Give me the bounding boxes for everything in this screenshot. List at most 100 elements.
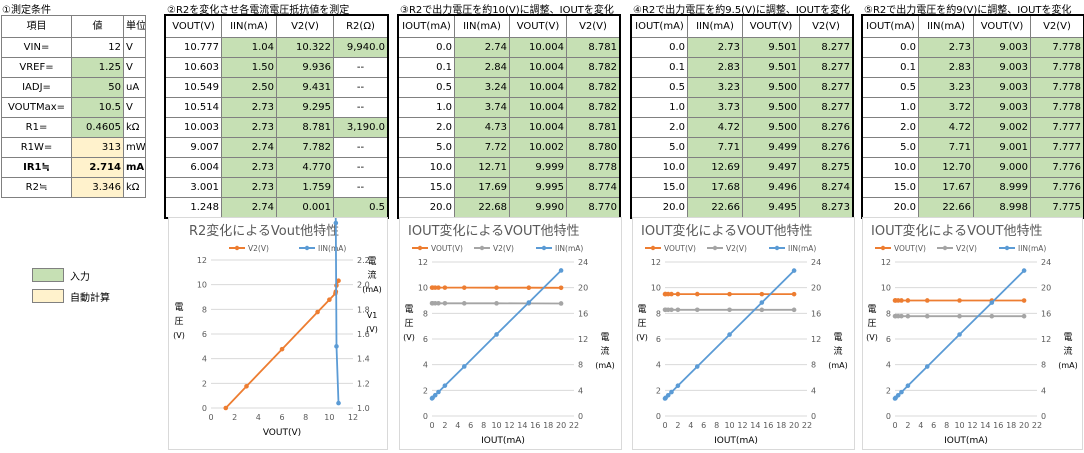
- table-cell[interactable]: 9.002: [973, 117, 1031, 138]
- table-cell[interactable]: 8.277: [799, 97, 853, 118]
- table-cell[interactable]: 10.777: [165, 37, 222, 58]
- column-header[interactable]: VOUT(V): [509, 15, 567, 38]
- table-cell[interactable]: 9.003: [973, 57, 1031, 78]
- column-header[interactable]: V2(V): [799, 15, 853, 38]
- table-cell[interactable]: 4.770: [276, 157, 334, 178]
- table-cell[interactable]: 9.431: [276, 77, 334, 98]
- table-cell[interactable]: --: [333, 77, 388, 98]
- table-cell[interactable]: 8.781: [566, 37, 620, 58]
- table-cell[interactable]: 3.73: [687, 97, 743, 118]
- table-cell[interactable]: 7.778: [1030, 57, 1084, 78]
- table-cell[interactable]: 17.69: [454, 177, 510, 198]
- table-cell[interactable]: 8.273: [799, 197, 853, 218]
- table-cell[interactable]: 4.72: [687, 117, 743, 138]
- table-cell[interactable]: 9.999: [509, 157, 567, 178]
- column-header[interactable]: VOUT(V): [742, 15, 800, 38]
- condition-value[interactable]: 0.4605: [71, 117, 124, 138]
- condition-unit[interactable]: uA: [123, 77, 146, 98]
- table-cell[interactable]: 9.001: [973, 137, 1031, 158]
- table-cell[interactable]: 2.73: [221, 177, 277, 198]
- table-cell[interactable]: 8.277: [799, 57, 853, 78]
- table-cell[interactable]: 2.73: [221, 157, 277, 178]
- table-cell[interactable]: 0.1: [631, 57, 688, 78]
- condition-item[interactable]: VOUTMax=: [1, 97, 72, 118]
- condition-unit[interactable]: kΩ: [123, 117, 146, 138]
- table-cell[interactable]: 9.497: [742, 157, 800, 178]
- table-cell[interactable]: 8.781: [566, 117, 620, 138]
- table-cell[interactable]: 8.999: [973, 177, 1031, 198]
- table-cell[interactable]: 22.68: [454, 197, 510, 218]
- table-cell[interactable]: 2.73: [221, 97, 277, 118]
- table-cell[interactable]: 8.781: [276, 117, 334, 138]
- table-cell[interactable]: 10.004: [509, 97, 567, 118]
- table-cell[interactable]: 9.007: [165, 137, 222, 158]
- table-cell[interactable]: 0.0: [398, 37, 455, 58]
- condition-item[interactable]: VIN=: [1, 37, 72, 58]
- table-cell[interactable]: 2.74: [221, 137, 277, 158]
- table-cell[interactable]: 3.001: [165, 177, 222, 198]
- table-cell[interactable]: 7.782: [276, 137, 334, 158]
- condition-item[interactable]: IR1≒: [1, 157, 72, 178]
- table-cell[interactable]: 2.0: [398, 117, 455, 138]
- condition-value[interactable]: 50: [71, 77, 124, 98]
- table-cell[interactable]: 20.0: [862, 197, 919, 218]
- table-cell[interactable]: 1.50: [221, 57, 277, 78]
- table-cell[interactable]: 2.83: [687, 57, 743, 78]
- table-cell[interactable]: 7.72: [454, 137, 510, 158]
- table-cell[interactable]: 5.0: [862, 137, 919, 158]
- table-cell[interactable]: 9.501: [742, 57, 800, 78]
- table-cell[interactable]: 2.73: [687, 37, 743, 58]
- table-cell[interactable]: 12.71: [454, 157, 510, 178]
- table-cell[interactable]: 20.0: [631, 197, 688, 218]
- table-cell[interactable]: 7.777: [1030, 137, 1084, 158]
- table-cell[interactable]: 9.995: [509, 177, 567, 198]
- table-cell[interactable]: 8.780: [566, 137, 620, 158]
- table-cell[interactable]: 8.782: [566, 97, 620, 118]
- table-cell[interactable]: 8.778: [566, 157, 620, 178]
- condition-item[interactable]: R2≒: [1, 177, 72, 198]
- table-cell[interactable]: --: [333, 137, 388, 158]
- table-cell[interactable]: 1.0: [398, 97, 455, 118]
- table-cell[interactable]: 9.990: [509, 197, 567, 218]
- column-header[interactable]: IIN(mA): [918, 15, 974, 38]
- table-cell[interactable]: 2.73: [918, 37, 974, 58]
- condition-unit[interactable]: kΩ: [123, 177, 146, 198]
- table-cell[interactable]: 10.003: [165, 117, 222, 138]
- table-cell[interactable]: 8.774: [566, 177, 620, 198]
- condition-unit[interactable]: V: [123, 37, 146, 58]
- table-cell[interactable]: 8.277: [799, 37, 853, 58]
- column-header[interactable]: V2(V): [566, 15, 620, 38]
- column-header[interactable]: V2(V): [1030, 15, 1084, 38]
- table-cell[interactable]: 5.0: [398, 137, 455, 158]
- table-cell[interactable]: 7.775: [1030, 197, 1084, 218]
- table-cell[interactable]: 8.274: [799, 177, 853, 198]
- table-cell[interactable]: 10.002: [509, 137, 567, 158]
- table-cell[interactable]: 7.71: [687, 137, 743, 158]
- table-cell[interactable]: 1.0: [862, 97, 919, 118]
- condition-value[interactable]: 3.346: [71, 177, 124, 198]
- table-cell[interactable]: 3.23: [687, 77, 743, 98]
- table-cell[interactable]: 10.004: [509, 57, 567, 78]
- table-cell[interactable]: 9,940.0: [333, 37, 388, 58]
- table-cell[interactable]: 9.500: [742, 97, 800, 118]
- table-cell[interactable]: --: [333, 157, 388, 178]
- table-cell[interactable]: 9.495: [742, 197, 800, 218]
- table-cell[interactable]: 15.0: [862, 177, 919, 198]
- table-cell[interactable]: 1.248: [165, 197, 222, 218]
- table-cell[interactable]: 3.24: [454, 77, 510, 98]
- table-cell[interactable]: 2.50: [221, 77, 277, 98]
- condition-value[interactable]: 1.25: [71, 57, 124, 78]
- condition-value[interactable]: 313: [71, 137, 124, 158]
- column-header[interactable]: IIN(mA): [221, 15, 277, 38]
- table-cell[interactable]: 22.66: [687, 197, 743, 218]
- table-cell[interactable]: 12.70: [918, 157, 974, 178]
- table-cell[interactable]: 7.71: [918, 137, 974, 158]
- table-cell[interactable]: 10.004: [509, 117, 567, 138]
- table-cell[interactable]: 8.770: [566, 197, 620, 218]
- table-cell[interactable]: 1.759: [276, 177, 334, 198]
- condition-unit[interactable]: V: [123, 97, 146, 118]
- table-cell[interactable]: 10.004: [509, 77, 567, 98]
- table-cell[interactable]: 9.501: [742, 37, 800, 58]
- column-header[interactable]: IOUT(mA): [398, 15, 455, 38]
- condition-item[interactable]: R1=: [1, 117, 72, 138]
